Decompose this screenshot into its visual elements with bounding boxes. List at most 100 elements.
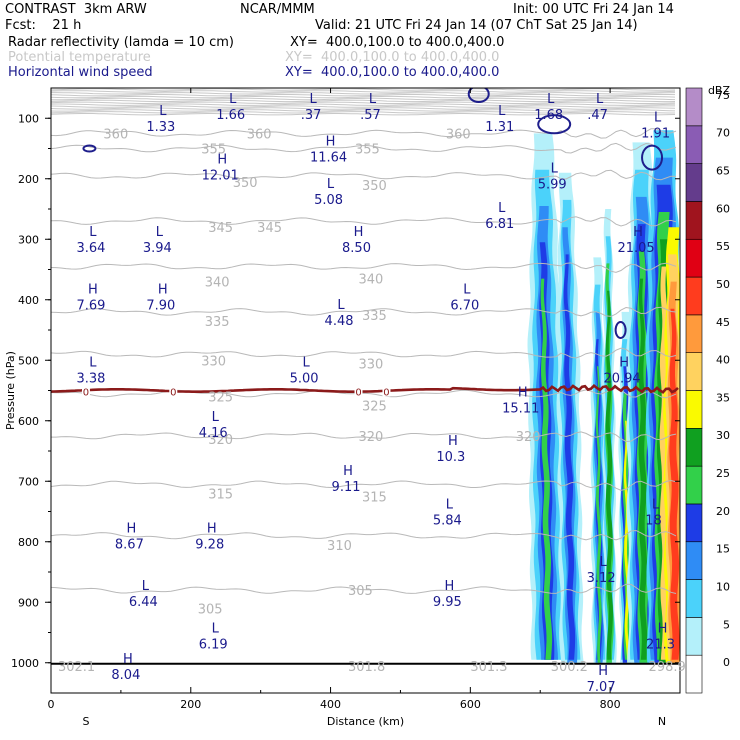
theta-contour-label: 335 — [362, 309, 387, 324]
init-time: Init: 00 UTC Fri 24 Jan 14 — [513, 2, 674, 17]
wind-extremum-value: .37 — [301, 108, 322, 123]
contour-labels: 360 360 360 355 355 350 350 345 345 340 340 335 335 3… — [58, 92, 686, 695]
freezing-level-line — [51, 383, 679, 394]
wind-extremum-marker: L — [599, 555, 607, 570]
colorbar-swatch — [685, 125, 703, 164]
wind-speed-contour — [82, 144, 97, 153]
theta-top-band-line — [51, 92, 676, 95]
wind-extremum-marker: L — [498, 104, 506, 119]
reflectivity-plume-25dbz — [540, 278, 553, 660]
colorbar-level-label: 5 — [723, 618, 730, 631]
wind-extremum-value: 4.16 — [199, 426, 228, 441]
y-tick-label: 600 — [18, 415, 39, 428]
colorbar-level-label: 50 — [716, 278, 730, 291]
wind-extremum-value: 9.95 — [433, 595, 462, 610]
theta-contour-label: 325 — [362, 400, 387, 415]
field-theta-xy: XY= 400.0,100.0 to 400.0,400.0 — [285, 50, 500, 65]
y-tick-label: 800 — [18, 536, 39, 549]
theta-contour-line — [51, 431, 677, 443]
y-tick-label: 900 — [18, 596, 39, 609]
wind-extremum-marker: H — [448, 434, 458, 449]
theta-contour-line — [51, 387, 677, 399]
wind-extremum-value: 8.67 — [115, 538, 144, 553]
colorbar-level-label: 20 — [716, 505, 730, 518]
x-tick-label: 200 — [180, 698, 201, 711]
wind-extremum-value: 7.07 — [587, 680, 616, 695]
wind-extremum-marker: L — [547, 92, 555, 107]
theta-contour-label: 310 — [327, 539, 352, 554]
wind-speed-contour — [467, 88, 490, 104]
wind-extremum-value: 3.12 — [587, 571, 616, 586]
theta-contour-label: 298.9 — [649, 660, 686, 675]
theta-contour-line — [51, 262, 677, 273]
wind-extremum-marker: L — [327, 177, 335, 192]
wind-extremum-marker: L — [551, 162, 559, 177]
axes: 100 200 300 400 500 600 700 800 900 1000 Pressure … — [4, 88, 680, 728]
theta-contour-label: 301.8 — [348, 660, 385, 675]
wind-extremum-marker: L — [652, 497, 660, 512]
reflectivity-plume-50dbz — [669, 308, 680, 660]
wind-extremum-marker: L — [369, 92, 377, 107]
theta-contour-label: 345 — [257, 221, 282, 236]
wind-speed-contour — [614, 321, 627, 339]
colorbar-swatch — [685, 163, 703, 202]
theta-contour-label: 360 — [103, 127, 128, 142]
theta-contour-line — [51, 306, 677, 317]
colorbar-level-label: 30 — [716, 429, 730, 442]
y-tick-label: 100 — [18, 112, 39, 125]
theta-contour-label: 335 — [205, 315, 230, 330]
theta-contour-label: 320 — [208, 433, 233, 448]
theta-top-band-line — [51, 101, 676, 104]
wind-extremum-value: 10.3 — [436, 450, 465, 465]
wind-extremum-value: 5.08 — [314, 193, 343, 208]
wind-extremum-value: 12.01 — [202, 169, 239, 184]
wind-extremum-value: 7.90 — [146, 299, 175, 314]
colorbar-swatch — [685, 654, 703, 694]
theta-contours — [51, 88, 677, 594]
forecast-hour: Fcst: 21 h — [5, 18, 82, 33]
wind-extremum-value: 9.28 — [195, 538, 224, 553]
colorbar-swatch — [685, 428, 703, 467]
wind-extremum-value: 20.94 — [603, 371, 640, 386]
wind-extremum-marker: H — [158, 283, 168, 298]
wind-extremum-marker: H — [123, 652, 133, 667]
colorbar-level-label: 60 — [716, 202, 730, 215]
x-axis-label: Distance (km) — [327, 715, 404, 728]
colorbar-swatch — [685, 617, 703, 656]
valid-time: Valid: 21 UTC Fri 24 Jan 14 (07 ChT Sat … — [315, 18, 638, 33]
colorbar-swatch — [685, 465, 703, 505]
colorbar-swatch — [685, 541, 703, 580]
wind-extremum-marker: H — [444, 579, 454, 594]
wind-extremum-value: .47 — [587, 108, 608, 123]
wind-extremum-value: .57 — [360, 108, 381, 123]
wind-extremum-marker: H — [658, 622, 668, 637]
colorbar-swatch — [685, 579, 703, 618]
x-end-label-north: N — [658, 715, 666, 728]
freezing-label-bg — [354, 386, 363, 397]
wind-extremum-value: 18 — [645, 513, 662, 528]
wind-extremum-marker: L — [302, 355, 310, 370]
colorbar-swatch — [685, 201, 703, 240]
wind-extremum-value: 4.48 — [325, 314, 354, 329]
reflectivity-field — [527, 130, 680, 663]
theta-contour-label: 320 — [516, 430, 541, 445]
y-tick-label: 400 — [18, 294, 39, 307]
theta-contour-label: 302.1 — [58, 660, 95, 675]
wind-extremum-marker: L — [89, 355, 97, 370]
theta-contour-label: 325 — [208, 391, 233, 406]
wind-extremum-value: 11.64 — [310, 150, 347, 165]
theta-contour-label: 360 — [446, 127, 471, 142]
wind-extremum-marker: L — [212, 410, 220, 425]
theta-contour-label: 360 — [247, 127, 272, 142]
colorbar-level-label: 0 — [723, 656, 730, 669]
theta-contour-label: 315 — [208, 487, 233, 502]
wind-extremum-value: 15.11 — [502, 402, 539, 417]
colorbar-level-label: 45 — [716, 316, 730, 329]
theta-contour-label: 355 — [355, 143, 380, 158]
wind-extremum-value: 6.44 — [129, 595, 158, 610]
wind-extremum-value: 9.11 — [332, 480, 361, 495]
colorbar-swatch — [685, 314, 703, 353]
freezing-label-bg — [81, 386, 90, 397]
